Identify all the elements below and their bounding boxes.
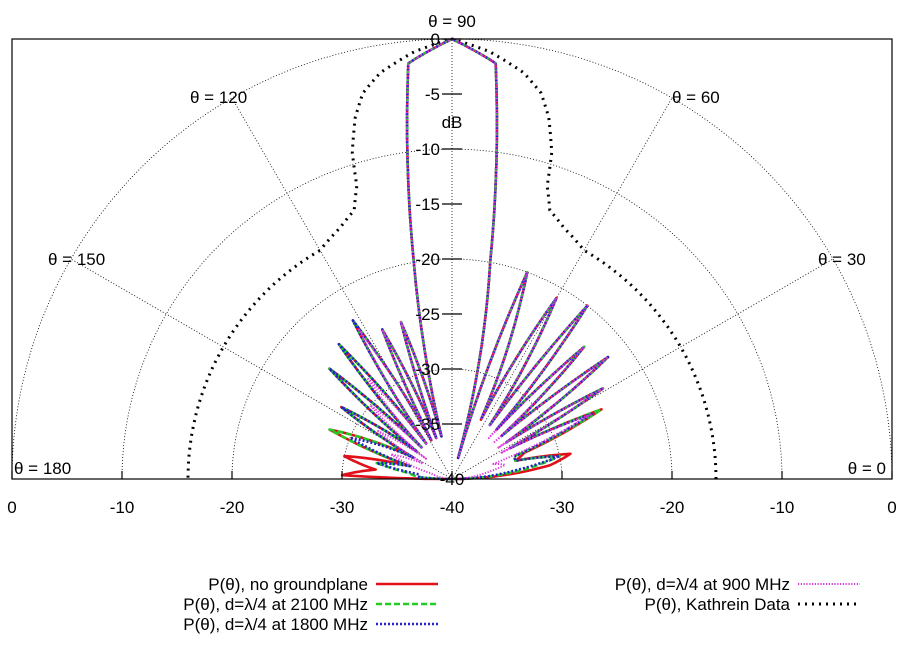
angle-label-30: θ = 30 — [818, 250, 866, 269]
r-tick-label: -30 — [415, 360, 440, 379]
r-tick-label: -10 — [415, 140, 440, 159]
angle-label-180: θ = 180 — [14, 459, 71, 478]
grid-circle — [341, 368, 563, 480]
x-tick-label: 0 — [7, 498, 16, 517]
r-tick-label: -35 — [415, 415, 440, 434]
grid-circle — [121, 148, 783, 480]
r-unit-label: dB — [442, 113, 463, 132]
angle-label-60: θ = 60 — [672, 88, 720, 107]
x-tick-label: -30 — [330, 498, 355, 517]
x-tick-label: -20 — [660, 498, 685, 517]
x-tick-label: 0 — [887, 498, 896, 517]
x-tick-label: -10 — [770, 498, 795, 517]
r-tick-label: 0 — [431, 30, 440, 49]
x-tick-label: -30 — [550, 498, 575, 517]
legend-label-4: P(θ), Kathrein Data — [644, 595, 790, 614]
x-tick-label: -10 — [110, 498, 135, 517]
legend-label-0: P(θ), no groundplane — [208, 575, 368, 594]
r-tick-label: -5 — [425, 85, 440, 104]
plot-frame — [11, 38, 893, 480]
r-tick-label-center: -40 — [440, 470, 465, 489]
axis-labels: -35 -30 -25 -20 -15 -10 -5 0 -40 0 -10 -20 -30 -40 -30… — [7, 12, 896, 517]
r-tick-label: -25 — [415, 305, 440, 324]
grid-radial — [231, 97, 453, 480]
x-tick-label: -40 — [440, 498, 465, 517]
grid-radial — [451, 258, 834, 480]
r-tick-label: -20 — [415, 250, 440, 269]
x-tick-label: -20 — [220, 498, 245, 517]
angle-label-120: θ = 120 — [190, 88, 247, 107]
r-tick-label: -15 — [415, 195, 440, 214]
legend-label-2: P(θ), d=λ/4 at 1800 MHz — [183, 615, 368, 634]
angle-label-90: θ = 90 — [428, 12, 476, 31]
grid-radial — [451, 97, 673, 480]
angle-label-150: θ = 150 — [48, 250, 105, 269]
legend-label-3: P(θ), d=λ/4 at 900 MHz — [615, 575, 790, 594]
grid-radial — [70, 258, 453, 480]
angle-label-0: θ = 0 — [848, 459, 886, 478]
series-line-3 — [357, 38, 609, 480]
legend-label-1: P(θ), d=λ/4 at 2100 MHz — [183, 595, 368, 614]
